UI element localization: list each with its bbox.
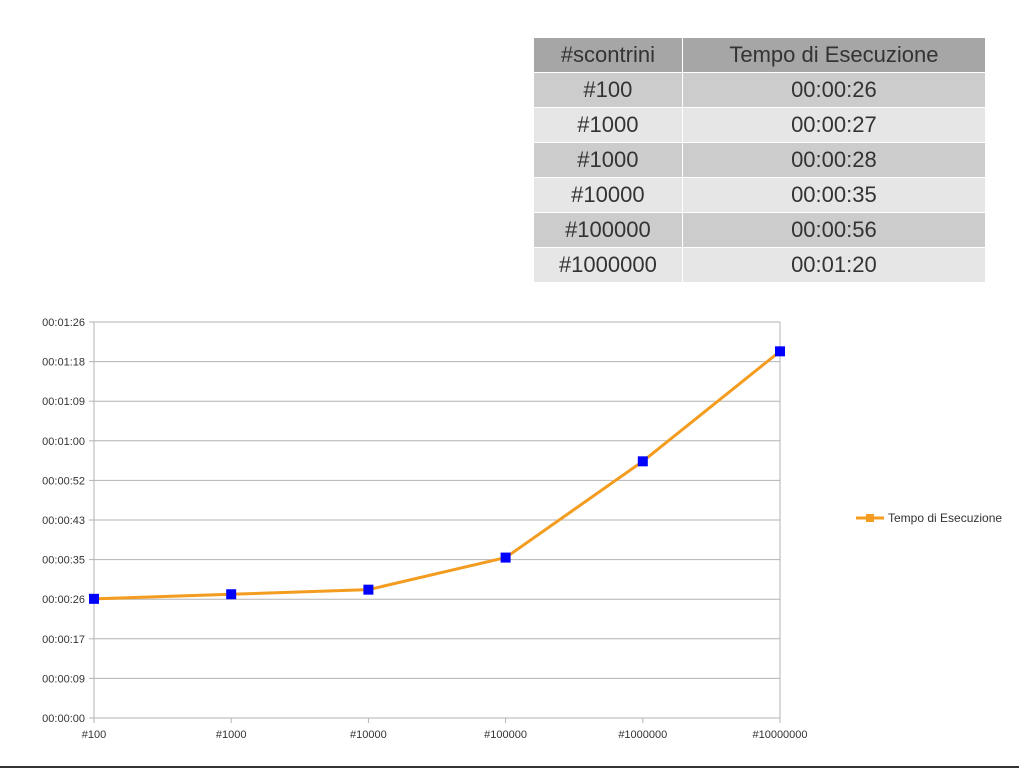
x-tick-label: #100000	[484, 729, 527, 741]
cell-tempo: 00:00:28	[681, 142, 987, 178]
cell-scontrini: #100	[533, 72, 683, 108]
table-header-row: #scontrini Tempo di Esecuzione	[533, 37, 987, 73]
y-tick-label: 00:00:52	[42, 475, 85, 487]
header-tempo: Tempo di Esecuzione	[681, 37, 987, 73]
cell-scontrini: #1000	[533, 142, 683, 178]
cell-tempo: 00:00:26	[681, 72, 987, 108]
table-row: #1000000 00:01:20	[533, 247, 987, 283]
legend-marker	[866, 514, 874, 522]
y-tick-label: 00:01:09	[42, 396, 85, 408]
data-point-marker	[363, 584, 374, 595]
x-tick-label: #1000	[216, 729, 247, 741]
legend-label: Tempo di Esecuzione	[888, 511, 1002, 525]
axes	[89, 321, 781, 723]
y-tick-label: 00:00:43	[42, 515, 85, 527]
cell-tempo: 00:01:20	[681, 247, 987, 283]
y-tick-label: 00:01:00	[42, 436, 85, 448]
series-line	[93, 350, 781, 601]
cell-scontrini: #1000	[533, 107, 683, 143]
series-layer	[89, 346, 785, 604]
x-tick-label: #100	[82, 729, 106, 741]
cell-tempo: 00:00:56	[681, 212, 987, 248]
y-tick-label: 00:01:26	[42, 317, 85, 329]
data-point-marker	[775, 346, 785, 357]
line-chart: 00:00:00 00:00:09 00:00:17 00:00:26 00:00:35…	[42, 317, 1002, 741]
table-row: #1000 00:00:27	[533, 107, 987, 143]
cell-scontrini: #1000000	[533, 247, 683, 283]
table-row: #1000 00:00:28	[533, 142, 987, 178]
header-scontrini: #scontrini	[533, 37, 683, 73]
table-row: #100000 00:00:56	[533, 212, 987, 248]
data-point-marker	[89, 593, 99, 604]
x-tick-label: #10000	[350, 729, 387, 741]
cell-tempo: 00:00:27	[681, 107, 987, 143]
y-tick-label: 00:00:26	[42, 594, 85, 606]
cell-tempo: 00:00:35	[681, 177, 987, 213]
legend: Tempo di Esecuzione	[856, 511, 1002, 525]
bottom-rule	[0, 766, 1019, 768]
cell-scontrini: #10000	[533, 177, 683, 213]
x-tick-label: #10000000	[752, 729, 807, 741]
cell-scontrini: #100000	[533, 212, 683, 248]
x-tick-label: #1000000	[618, 729, 667, 741]
x-tick-labels: #100 #1000 #10000 #100000 #1000000 #10000000	[82, 729, 808, 741]
y-tick-labels: 00:00:00 00:00:09 00:00:17 00:00:26 00:00:35…	[42, 317, 85, 725]
y-tick-label: 00:00:00	[42, 713, 85, 725]
data-table: #scontrini Tempo di Esecuzione #100 00:0…	[533, 37, 987, 283]
data-point-marker	[637, 456, 648, 467]
table-row: #10000 00:00:35	[533, 177, 987, 213]
y-tick-label: 00:00:09	[42, 673, 85, 685]
grid-lines	[94, 321, 780, 719]
y-tick-label: 00:01:18	[42, 357, 85, 369]
data-point-marker	[226, 589, 237, 600]
table-row: #100 00:00:26	[533, 72, 987, 108]
y-tick-label: 00:00:35	[42, 555, 85, 567]
data-point-marker	[500, 552, 511, 563]
y-tick-label: 00:00:17	[42, 634, 85, 646]
